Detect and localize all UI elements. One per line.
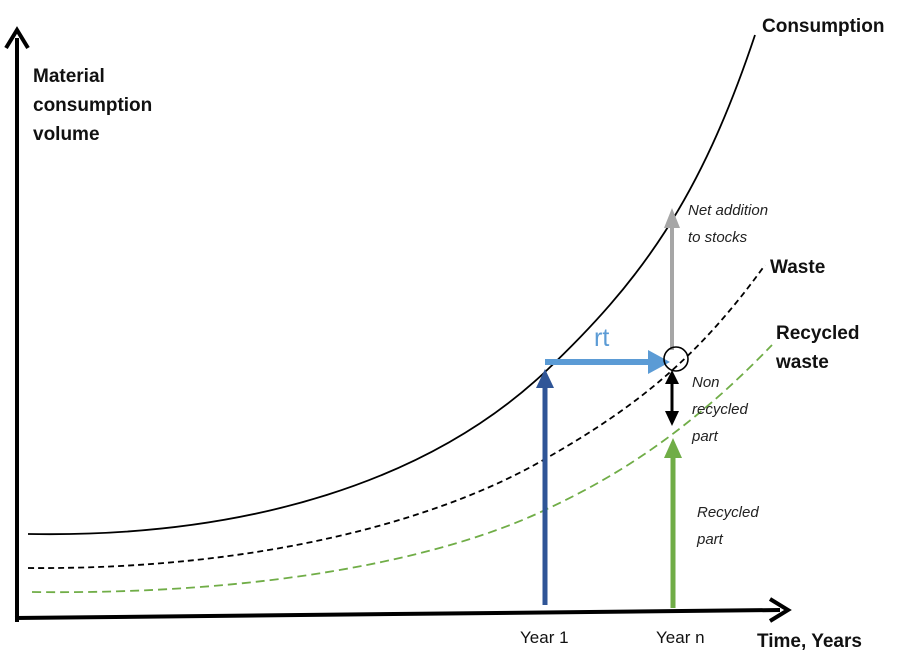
waste-curve [27,264,766,569]
recycled-waste-label: Recycled waste [775,323,865,373]
x-axis [14,608,781,620]
y-axis-arrowhead [4,26,30,50]
tick-year-n: Year n [656,628,705,647]
recycled-waste-curve [31,344,773,594]
waste-label: Waste [770,257,825,278]
intersection-circle [663,346,689,372]
rt-arrowhead [648,350,670,374]
x-axis-arrowhead [768,597,792,623]
non-recycled-arrowhead-down [665,411,679,426]
y-axis-label: Material consumption volume [33,66,158,145]
recycled-part-label: Recycled part [696,504,763,548]
consumption-label: Consumption [762,16,884,37]
consumption-curve [27,34,756,536]
tick-year-1: Year 1 [520,628,569,647]
x-axis-label: Time, Years [757,631,862,650]
net-addition-arrowhead [664,208,680,228]
non-recycled-label: Non recycled part [691,374,752,445]
recycled-part-arrowhead [664,438,682,458]
non-recycled-arrowhead-up [665,370,679,384]
net-addition-label: Net addition to stocks [688,202,772,246]
rt-label: rt [594,324,609,352]
year1-arrowhead [536,369,554,388]
